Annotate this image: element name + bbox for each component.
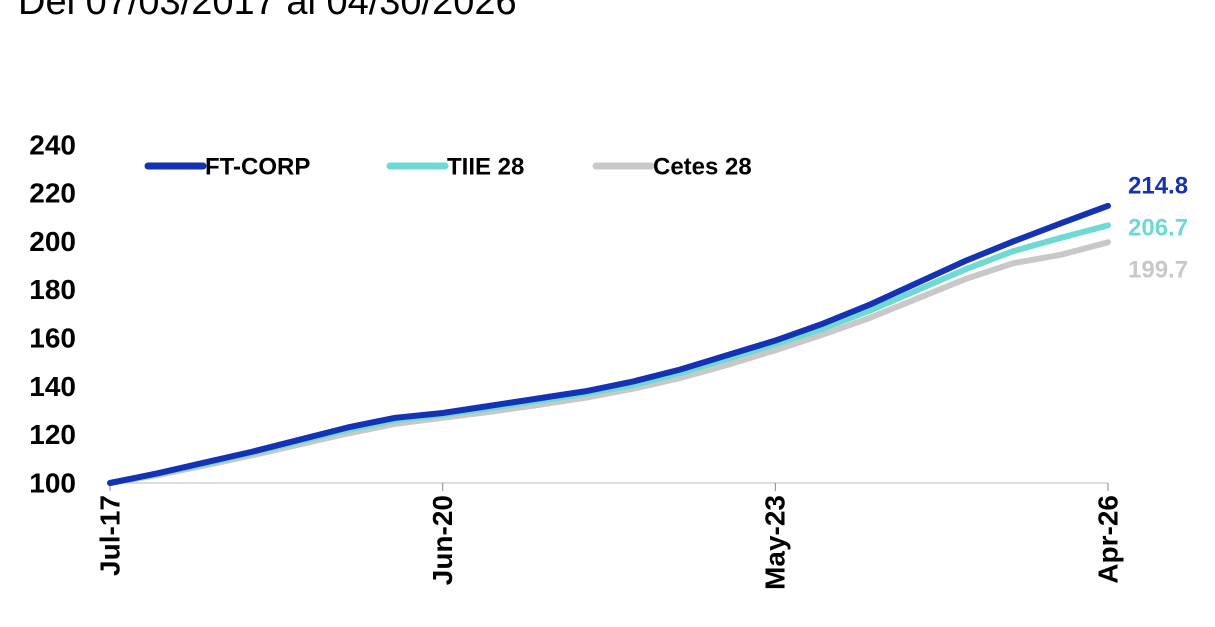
y-tick-label: 240 — [29, 129, 76, 160]
y-tick-label: 120 — [29, 419, 76, 450]
y-tick-label: 100 — [29, 467, 76, 498]
y-tick-label: 220 — [29, 178, 76, 209]
x-tick-label: Jul-17 — [94, 495, 125, 576]
x-tick-label: Jun-20 — [427, 495, 458, 585]
end-label: 206.7 — [1128, 214, 1188, 241]
legend-label: TIIE 28 — [447, 153, 524, 180]
end-label: 199.7 — [1128, 256, 1188, 283]
legend-label: FT-CORP — [205, 153, 310, 180]
series-line — [107, 202, 1111, 486]
x-tick-label: May-23 — [760, 495, 791, 590]
y-tick-label: 160 — [29, 323, 76, 354]
end-label: 214.8 — [1128, 172, 1188, 199]
legend-label: Cetes 28 — [653, 153, 752, 180]
y-tick-label: 140 — [29, 371, 76, 402]
y-tick-label: 200 — [29, 226, 76, 257]
y-tick-label: 180 — [29, 274, 76, 305]
x-tick-label: Apr-26 — [1092, 495, 1123, 584]
chart-title: Del 07/03/2017 al 04/30/2026 — [18, 0, 517, 23]
